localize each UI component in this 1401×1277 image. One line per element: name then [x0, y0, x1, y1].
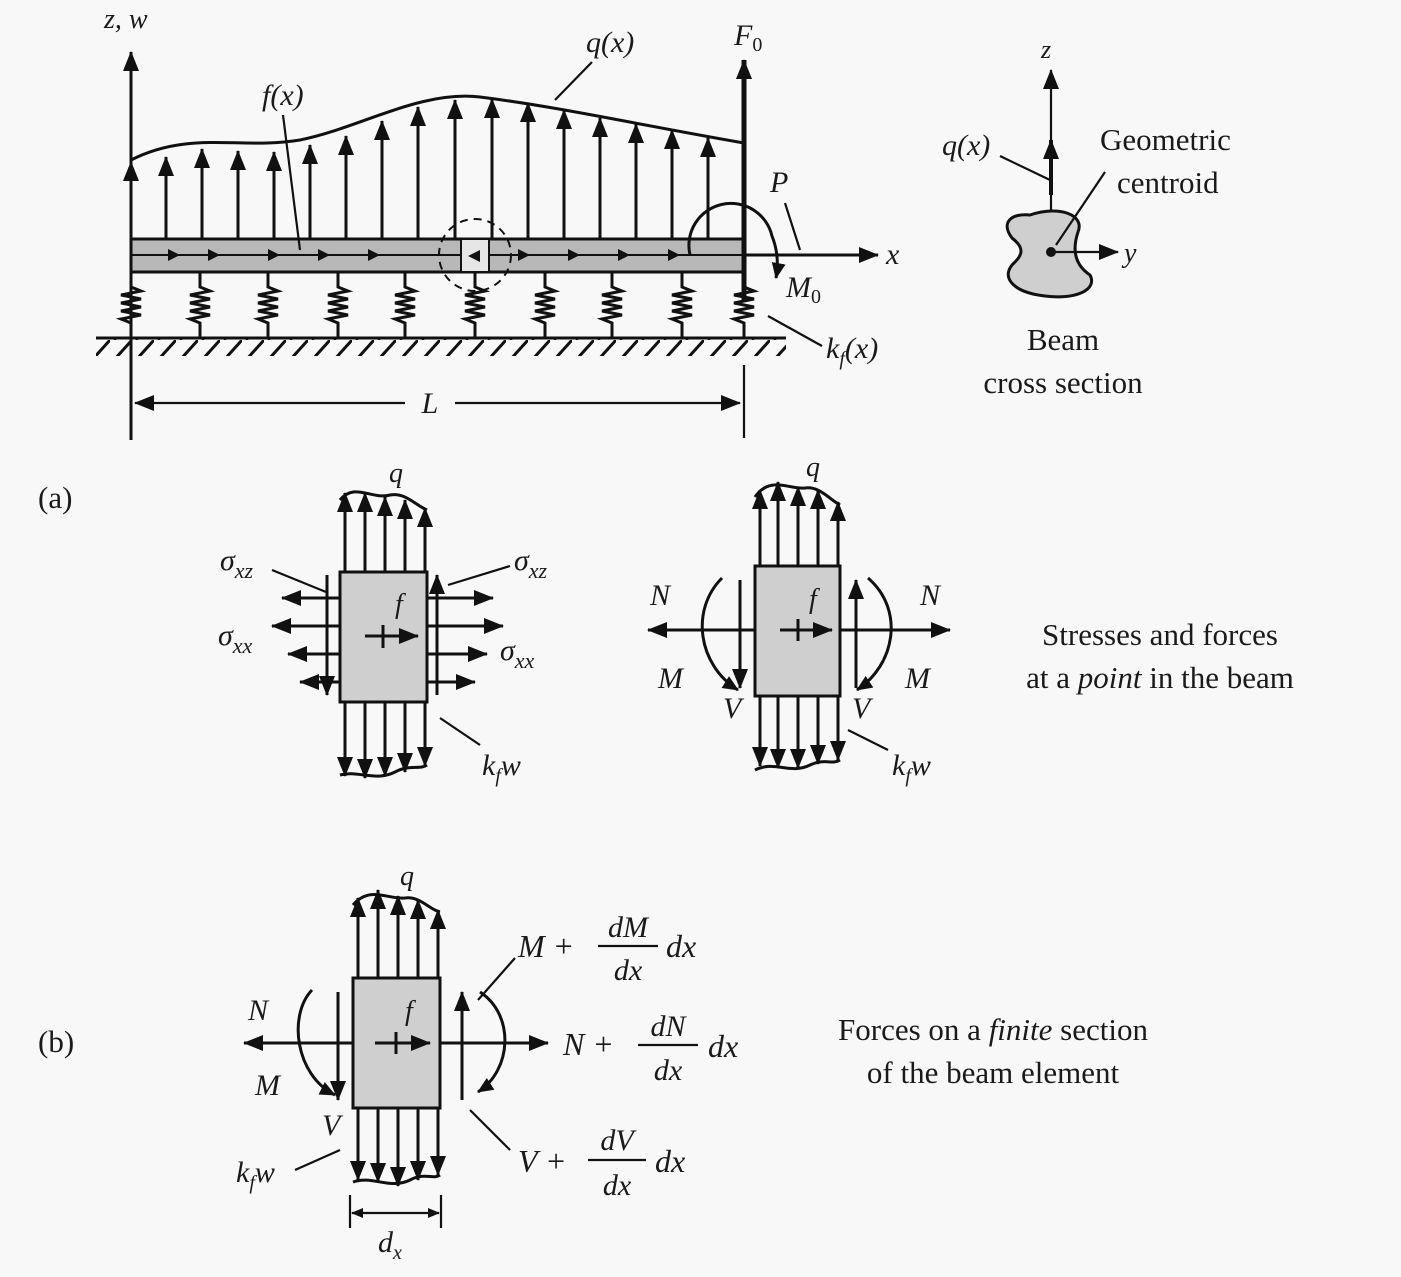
be-dN: dN	[650, 1010, 687, 1043]
x-axis-label: x	[885, 238, 900, 271]
load-curve	[130, 94, 745, 162]
spring	[459, 272, 491, 338]
element-highlight-circle	[438, 218, 512, 292]
spring	[666, 272, 698, 338]
fe-M-left-arrow	[700, 576, 739, 692]
fe-N-left: N	[649, 579, 672, 612]
cs-title-2: cross section	[983, 365, 1143, 400]
length-L-label: L	[421, 387, 439, 420]
be-kfw-label: kfw	[236, 1156, 275, 1194]
fe-q-label: q	[806, 452, 820, 483]
force-element: f q N N M M V V kfw	[647, 452, 951, 787]
spring	[728, 272, 760, 338]
load-q-label: q(x)	[586, 26, 634, 59]
load-f-label: f(x)	[262, 79, 304, 112]
be-dM-tail: dx	[666, 928, 696, 964]
cs-q-label: q(x)	[942, 129, 990, 162]
spring-kf-label: kf(x)	[826, 332, 878, 370]
be-M-plus-arrow	[477, 990, 507, 1094]
finite-element: f q N M V M + dM dx dx N + dN dx dx V + …	[236, 861, 738, 1264]
se-sxz-right: σxz	[514, 544, 548, 583]
cs-z-label: z	[1040, 35, 1051, 64]
fe-V-right: V	[852, 692, 874, 725]
spring	[322, 272, 354, 338]
cross-section-figure: z y q(x) Geometric centroid Beam cross s…	[942, 35, 1231, 400]
foundation-springs	[115, 272, 760, 338]
se-q-label: q	[389, 458, 403, 489]
fe-M-right: M	[904, 662, 932, 695]
leader-q	[554, 61, 593, 101]
spring	[389, 272, 421, 338]
fe-V-left: V	[723, 692, 745, 725]
be-dx-label: dx	[378, 1226, 402, 1264]
se-kfw-label: kfw	[482, 749, 521, 787]
stress-element: f q σxz σxz σxx σxx kfw	[218, 458, 548, 787]
be-M-plus: M +	[517, 928, 574, 964]
centroid-label-1: Geometric	[1100, 122, 1231, 157]
be-q-label: q	[400, 861, 414, 892]
moment-M0-label: M0	[785, 271, 821, 308]
spring	[252, 272, 284, 338]
spring	[596, 272, 628, 338]
z-axis-label: z, w	[103, 4, 148, 35]
fe-M-left: M	[657, 662, 685, 695]
cs-title-1: Beam	[1027, 322, 1099, 357]
be-dN-den: dx	[654, 1054, 683, 1087]
se-sxx-left: σxx	[218, 619, 253, 658]
be-dN-tail: dx	[708, 1028, 738, 1064]
panel-a-caption-2: at a point in the beam	[1026, 660, 1294, 695]
be-M-arrow	[296, 988, 336, 1097]
panel-b-caption-2: of the beam element	[867, 1055, 1120, 1090]
be-M-label: M	[254, 1069, 282, 1102]
cs-q-leader	[999, 155, 1051, 181]
be-dM-den: dx	[614, 954, 643, 987]
force-P-label: P	[769, 166, 788, 199]
fe-f-label: f	[809, 584, 820, 615]
distributed-load-arrows	[123, 98, 716, 239]
beam-figure: z, w q(x) f(x) F0 x P M0 kf(	[96, 4, 900, 440]
panel-b-tag: (b)	[38, 1024, 74, 1059]
ground-hatch	[96, 338, 786, 356]
spring	[529, 272, 561, 338]
axial-load-arrows	[168, 249, 680, 261]
leader-f	[281, 114, 302, 251]
panel-a-tag: (a)	[38, 480, 72, 515]
leader-P	[783, 202, 802, 251]
spring	[184, 272, 216, 338]
fe-N-right: N	[919, 579, 942, 612]
spring	[115, 272, 147, 338]
se-sxx-right: σxx	[500, 634, 535, 673]
fe-M-right-arrow	[856, 576, 893, 692]
panel-a-caption-1: Stresses and forces	[1042, 617, 1278, 652]
be-f-label: f	[405, 996, 416, 1027]
se-f-label: f	[395, 589, 406, 620]
be-V-label: V	[322, 1109, 344, 1142]
be-N-label: N	[247, 994, 270, 1027]
centroid-label-2: centroid	[1117, 165, 1219, 200]
be-dV: dV	[600, 1124, 637, 1157]
centroid-leader	[1055, 171, 1106, 246]
force-F0-label: F0	[733, 19, 762, 56]
be-dV-tail: dx	[655, 1143, 685, 1179]
leader-kf	[767, 315, 823, 347]
se-sxz-left: σxz	[220, 544, 254, 583]
be-V-plus: V +	[518, 1143, 567, 1179]
be-dM: dM	[608, 911, 650, 944]
be-N-plus: N +	[562, 1026, 614, 1062]
moment-M0-arrow	[687, 201, 786, 279]
cs-y-label: y	[1121, 238, 1137, 269]
be-dV-den: dx	[603, 1169, 632, 1202]
panel-b-caption-1: Forces on a finite section	[838, 1012, 1148, 1047]
fe-kfw-label: kfw	[892, 749, 931, 787]
